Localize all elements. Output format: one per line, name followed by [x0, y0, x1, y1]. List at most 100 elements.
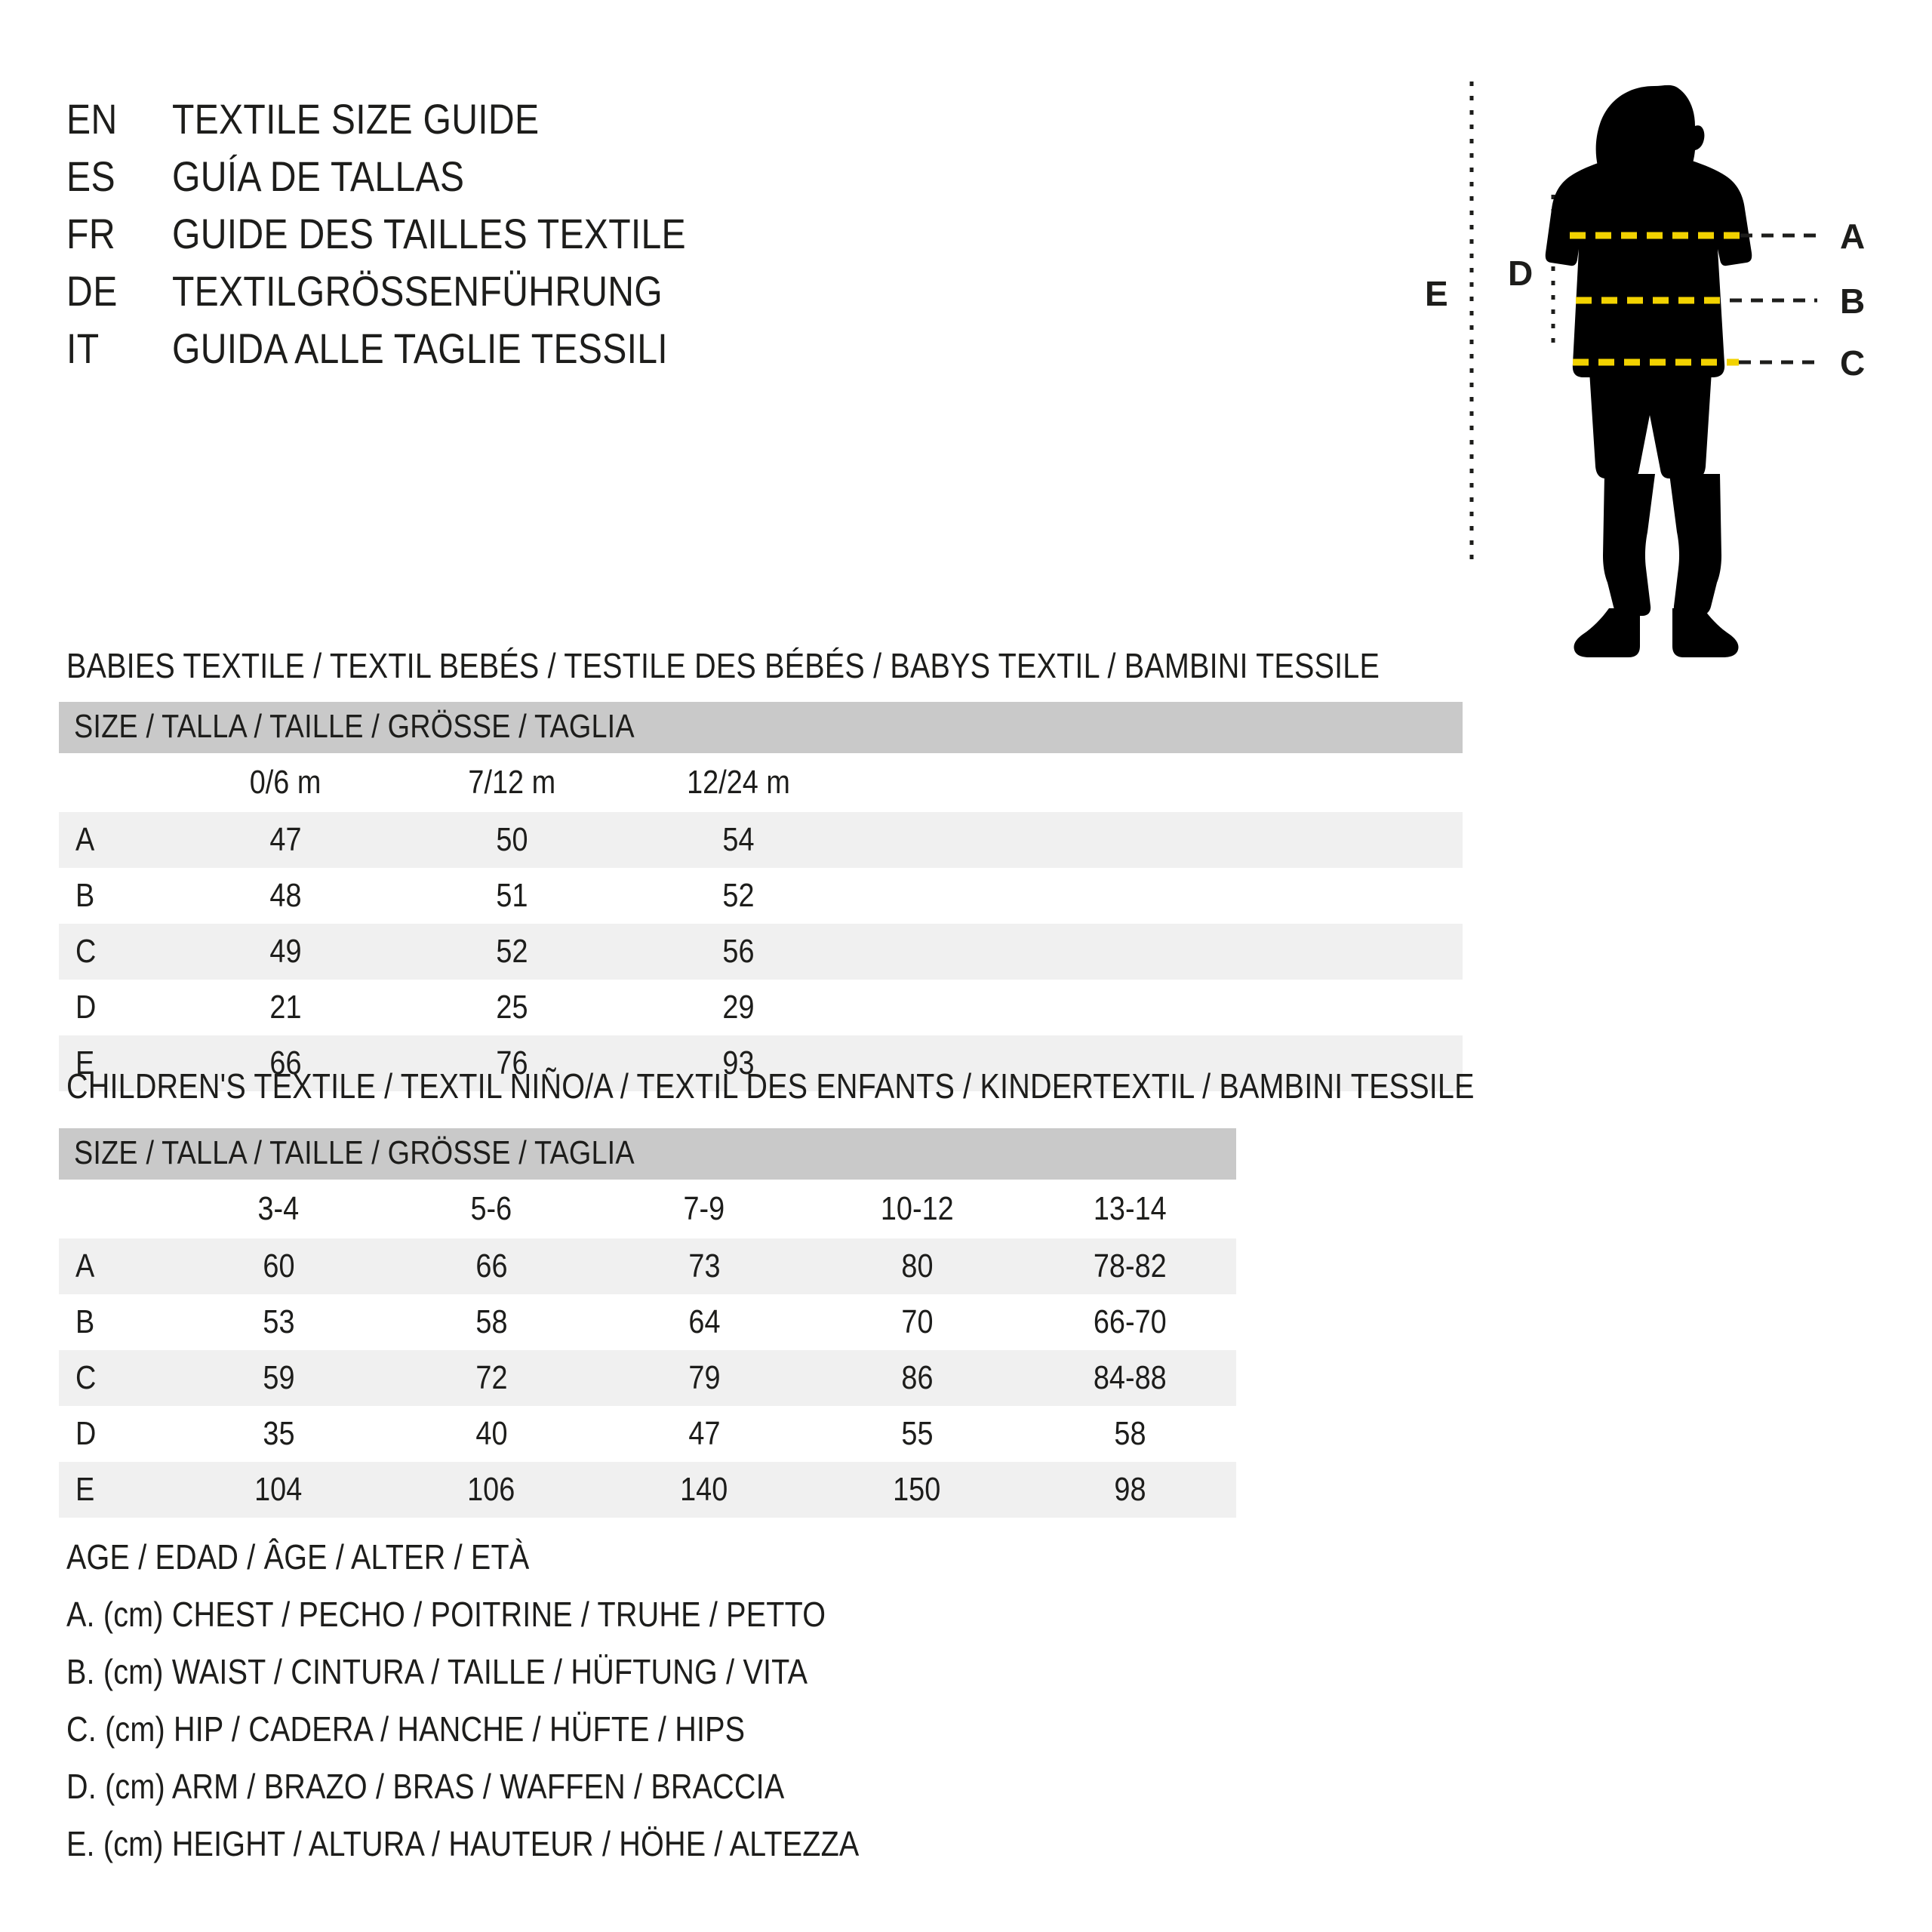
children-cell-e-3: 150: [811, 1462, 1023, 1518]
babies-colhead-0: 0/6 m: [172, 753, 398, 812]
babies-row-label-c: C: [59, 924, 172, 980]
language-code-de: DE: [66, 267, 118, 315]
language-row-es: ES GUÍA DE TALLAS: [66, 152, 1274, 209]
children-cell-d-3: 55: [811, 1406, 1023, 1462]
children-cell-c-2: 79: [598, 1350, 811, 1406]
babies-cell-e-0: 66: [172, 1035, 398, 1091]
babies-cell-c-2: 56: [625, 924, 851, 980]
children-cell-c-3: 86: [811, 1350, 1023, 1406]
children-section-title: CHILDREN'S TEXTILE / TEXTIL NIÑO/A / TEX…: [66, 1066, 1475, 1106]
legend-line-age: AGE / EDAD / ÂGE / ALTER / ETÀ: [66, 1537, 530, 1577]
table-row: C 49 52 56: [59, 924, 1463, 980]
children-row-label-c: C: [59, 1350, 172, 1406]
children-table-band-header: SIZE / TALLA / TAILLE / GRÖSSE / TAGLIA: [59, 1128, 1237, 1180]
language-header-block: EN TEXTILE SIZE GUIDE ES GUÍA DE TALLAS …: [66, 94, 1274, 381]
babies-row-label-b: B: [59, 868, 172, 924]
babies-cell-a-pad: [851, 812, 1463, 868]
babies-table-band-header: SIZE / TALLA / TAILLE / GRÖSSE / TAGLIA: [59, 702, 1463, 753]
babies-size-table: SIZE / TALLA / TAILLE / GRÖSSE / TAGLIA …: [59, 702, 1463, 1091]
babies-row-label-e: E: [59, 1035, 172, 1091]
babies-cell-a-1: 50: [398, 812, 625, 868]
children-row-label-d: D: [59, 1406, 172, 1462]
children-cell-d-0: 35: [172, 1406, 385, 1462]
babies-colhead-2: 12/24 m: [625, 753, 851, 812]
table-row: A 47 50 54: [59, 812, 1463, 868]
babies-cell-c-1: 52: [398, 924, 625, 980]
babies-band-label: SIZE / TALLA / TAILLE / GRÖSSE / TAGLIA: [59, 702, 1463, 753]
table-row: B 53 58 64 70 66-70: [59, 1294, 1237, 1350]
language-title-de: TEXTILGRÖSSENFÜHRUNG: [172, 267, 663, 315]
children-cell-a-0: 60: [172, 1238, 385, 1294]
children-cell-d-1: 40: [385, 1406, 598, 1462]
table-row: E 66 76 93: [59, 1035, 1463, 1091]
children-cell-a-3: 80: [811, 1238, 1023, 1294]
children-size-table: SIZE / TALLA / TAILLE / GRÖSSE / TAGLIA …: [59, 1128, 1237, 1518]
babies-cell-b-2: 52: [625, 868, 851, 924]
babies-cell-b-0: 48: [172, 868, 398, 924]
language-title-it: GUIDA ALLE TAGLIE TESSILI: [172, 325, 668, 372]
children-cell-b-0: 53: [172, 1294, 385, 1350]
table-row: B 48 51 52: [59, 868, 1463, 924]
legend-line-b-waist: B. (cm) WAIST / CINTURA / TAILLE / HÜFTU…: [66, 1652, 808, 1691]
children-row-label-e: E: [59, 1462, 172, 1518]
babies-band-label-text: SIZE / TALLA / TAILLE / GRÖSSE / TAGLIA: [74, 708, 635, 745]
children-row-label-a: A: [59, 1238, 172, 1294]
children-colhead-3: 10-12: [811, 1180, 1023, 1238]
babies-cell-c-pad: [851, 924, 1463, 980]
children-cell-b-2: 64: [598, 1294, 811, 1350]
language-code-it: IT: [66, 325, 100, 372]
language-row-fr: FR GUIDE DES TAILLES TEXTILE: [66, 209, 1274, 266]
language-code-es: ES: [66, 152, 116, 200]
children-band-label: SIZE / TALLA / TAILLE / GRÖSSE / TAGLIA: [59, 1128, 1237, 1180]
children-cell-a-2: 73: [598, 1238, 811, 1294]
babies-cell-d-pad: [851, 980, 1463, 1035]
children-cell-a-1: 66: [385, 1238, 598, 1294]
children-cell-b-4: 66-70: [1023, 1294, 1237, 1350]
legend-line-c-hip: C. (cm) HIP / CADERA / HANCHE / HÜFTE / …: [66, 1709, 746, 1749]
children-cell-d-2: 47: [598, 1406, 811, 1462]
language-row-en: EN TEXTILE SIZE GUIDE: [66, 94, 1274, 152]
babies-column-header-row: 0/6 m 7/12 m 12/24 m: [59, 753, 1463, 812]
language-code-en: EN: [66, 95, 118, 143]
babies-section-title: BABIES TEXTILE / TEXTIL BEBÉS / TESTILE …: [66, 646, 1380, 685]
language-code-fr: FR: [66, 210, 116, 257]
children-colhead-corner: [59, 1180, 172, 1238]
babies-colhead-corner: [59, 753, 172, 812]
table-row: D 35 40 47 55 58: [59, 1406, 1237, 1462]
language-title-fr: GUIDE DES TAILLES TEXTILE: [172, 210, 686, 257]
babies-cell-d-1: 25: [398, 980, 625, 1035]
children-column-header-row: 3-4 5-6 7-9 10-12 13-14: [59, 1180, 1237, 1238]
babies-cell-b-1: 51: [398, 868, 625, 924]
children-cell-e-2: 140: [598, 1462, 811, 1518]
children-cell-e-1: 106: [385, 1462, 598, 1518]
children-band-label-text: SIZE / TALLA / TAILLE / GRÖSSE / TAGLIA: [74, 1134, 635, 1171]
language-title-en: TEXTILE SIZE GUIDE: [172, 95, 540, 143]
children-cell-e-0: 104: [172, 1462, 385, 1518]
arm-marker-label-d: D: [1508, 254, 1533, 293]
children-colhead-1: 5-6: [385, 1180, 598, 1238]
children-cell-c-1: 72: [385, 1350, 598, 1406]
legend-line-a-chest: A. (cm) CHEST / PECHO / POITRINE / TRUHE…: [66, 1595, 826, 1634]
children-row-label-b: B: [59, 1294, 172, 1350]
children-cell-a-4: 78-82: [1023, 1238, 1237, 1294]
babies-cell-a-2: 54: [625, 812, 851, 868]
children-cell-b-1: 58: [385, 1294, 598, 1350]
chest-marker-label-a: A: [1840, 217, 1865, 256]
measurement-legend: AGE / EDAD / ÂGE / ALTER / ETÀ A. (cm) C…: [66, 1528, 1274, 1872]
babies-cell-a-0: 47: [172, 812, 398, 868]
children-cell-d-4: 58: [1023, 1406, 1237, 1462]
children-colhead-0: 3-4: [172, 1180, 385, 1238]
hip-marker-label-c: C: [1840, 343, 1865, 383]
children-cell-b-3: 70: [811, 1294, 1023, 1350]
children-cell-c-0: 59: [172, 1350, 385, 1406]
table-row: A 60 66 73 80 78-82: [59, 1238, 1237, 1294]
language-row-it: IT GUIDA ALLE TAGLIE TESSILI: [66, 324, 1274, 381]
children-cell-c-4: 84-88: [1023, 1350, 1237, 1406]
babies-row-label-a: A: [59, 812, 172, 868]
babies-cell-c-0: 49: [172, 924, 398, 980]
children-cell-e-4: 98: [1023, 1462, 1237, 1518]
babies-cell-d-0: 21: [172, 980, 398, 1035]
measurement-figure-panel: A B C D E: [1389, 60, 1917, 808]
babies-cell-e-1: 76: [398, 1035, 625, 1091]
babies-colhead-1: 7/12 m: [398, 753, 625, 812]
